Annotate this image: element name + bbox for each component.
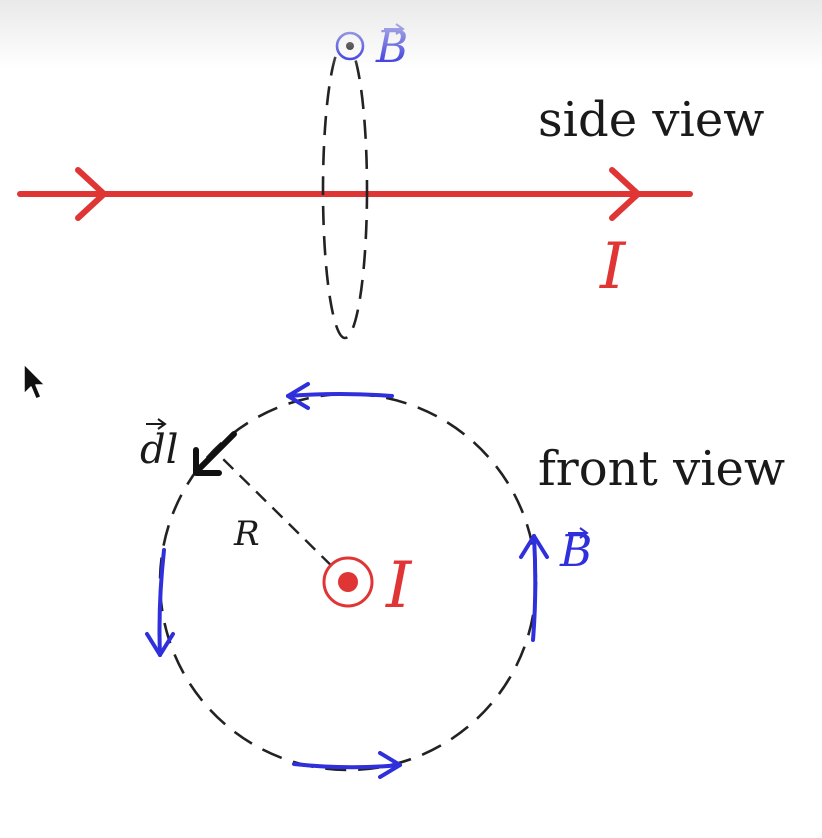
radius-line	[221, 457, 349, 583]
current-out-of-page-icon	[322, 556, 374, 608]
amperian-loop-side	[321, 40, 369, 340]
current-arrow-right	[609, 167, 641, 221]
front-view: R I dl	[140, 382, 785, 779]
vector-arrow-dl	[146, 418, 167, 430]
field-label-front: B	[559, 526, 592, 577]
field-arrow-top	[286, 382, 394, 410]
current-label-side: I	[599, 230, 627, 304]
mouse-pointer-icon	[23, 363, 46, 400]
field-arrow-right	[519, 534, 549, 642]
current-label-front: I	[385, 549, 413, 623]
vector-arrow-b-front	[568, 527, 589, 539]
side-view-label: side view	[538, 92, 764, 148]
radius-label: R	[233, 514, 260, 554]
top-fade	[0, 0, 822, 70]
field-arrow-bottom	[292, 751, 402, 779]
dl-label: dl	[140, 427, 178, 473]
front-view-label: front view	[538, 441, 785, 497]
field-arrow-left	[145, 548, 175, 657]
dl-vector-arrow	[193, 431, 237, 476]
current-arrow-left	[75, 167, 107, 221]
